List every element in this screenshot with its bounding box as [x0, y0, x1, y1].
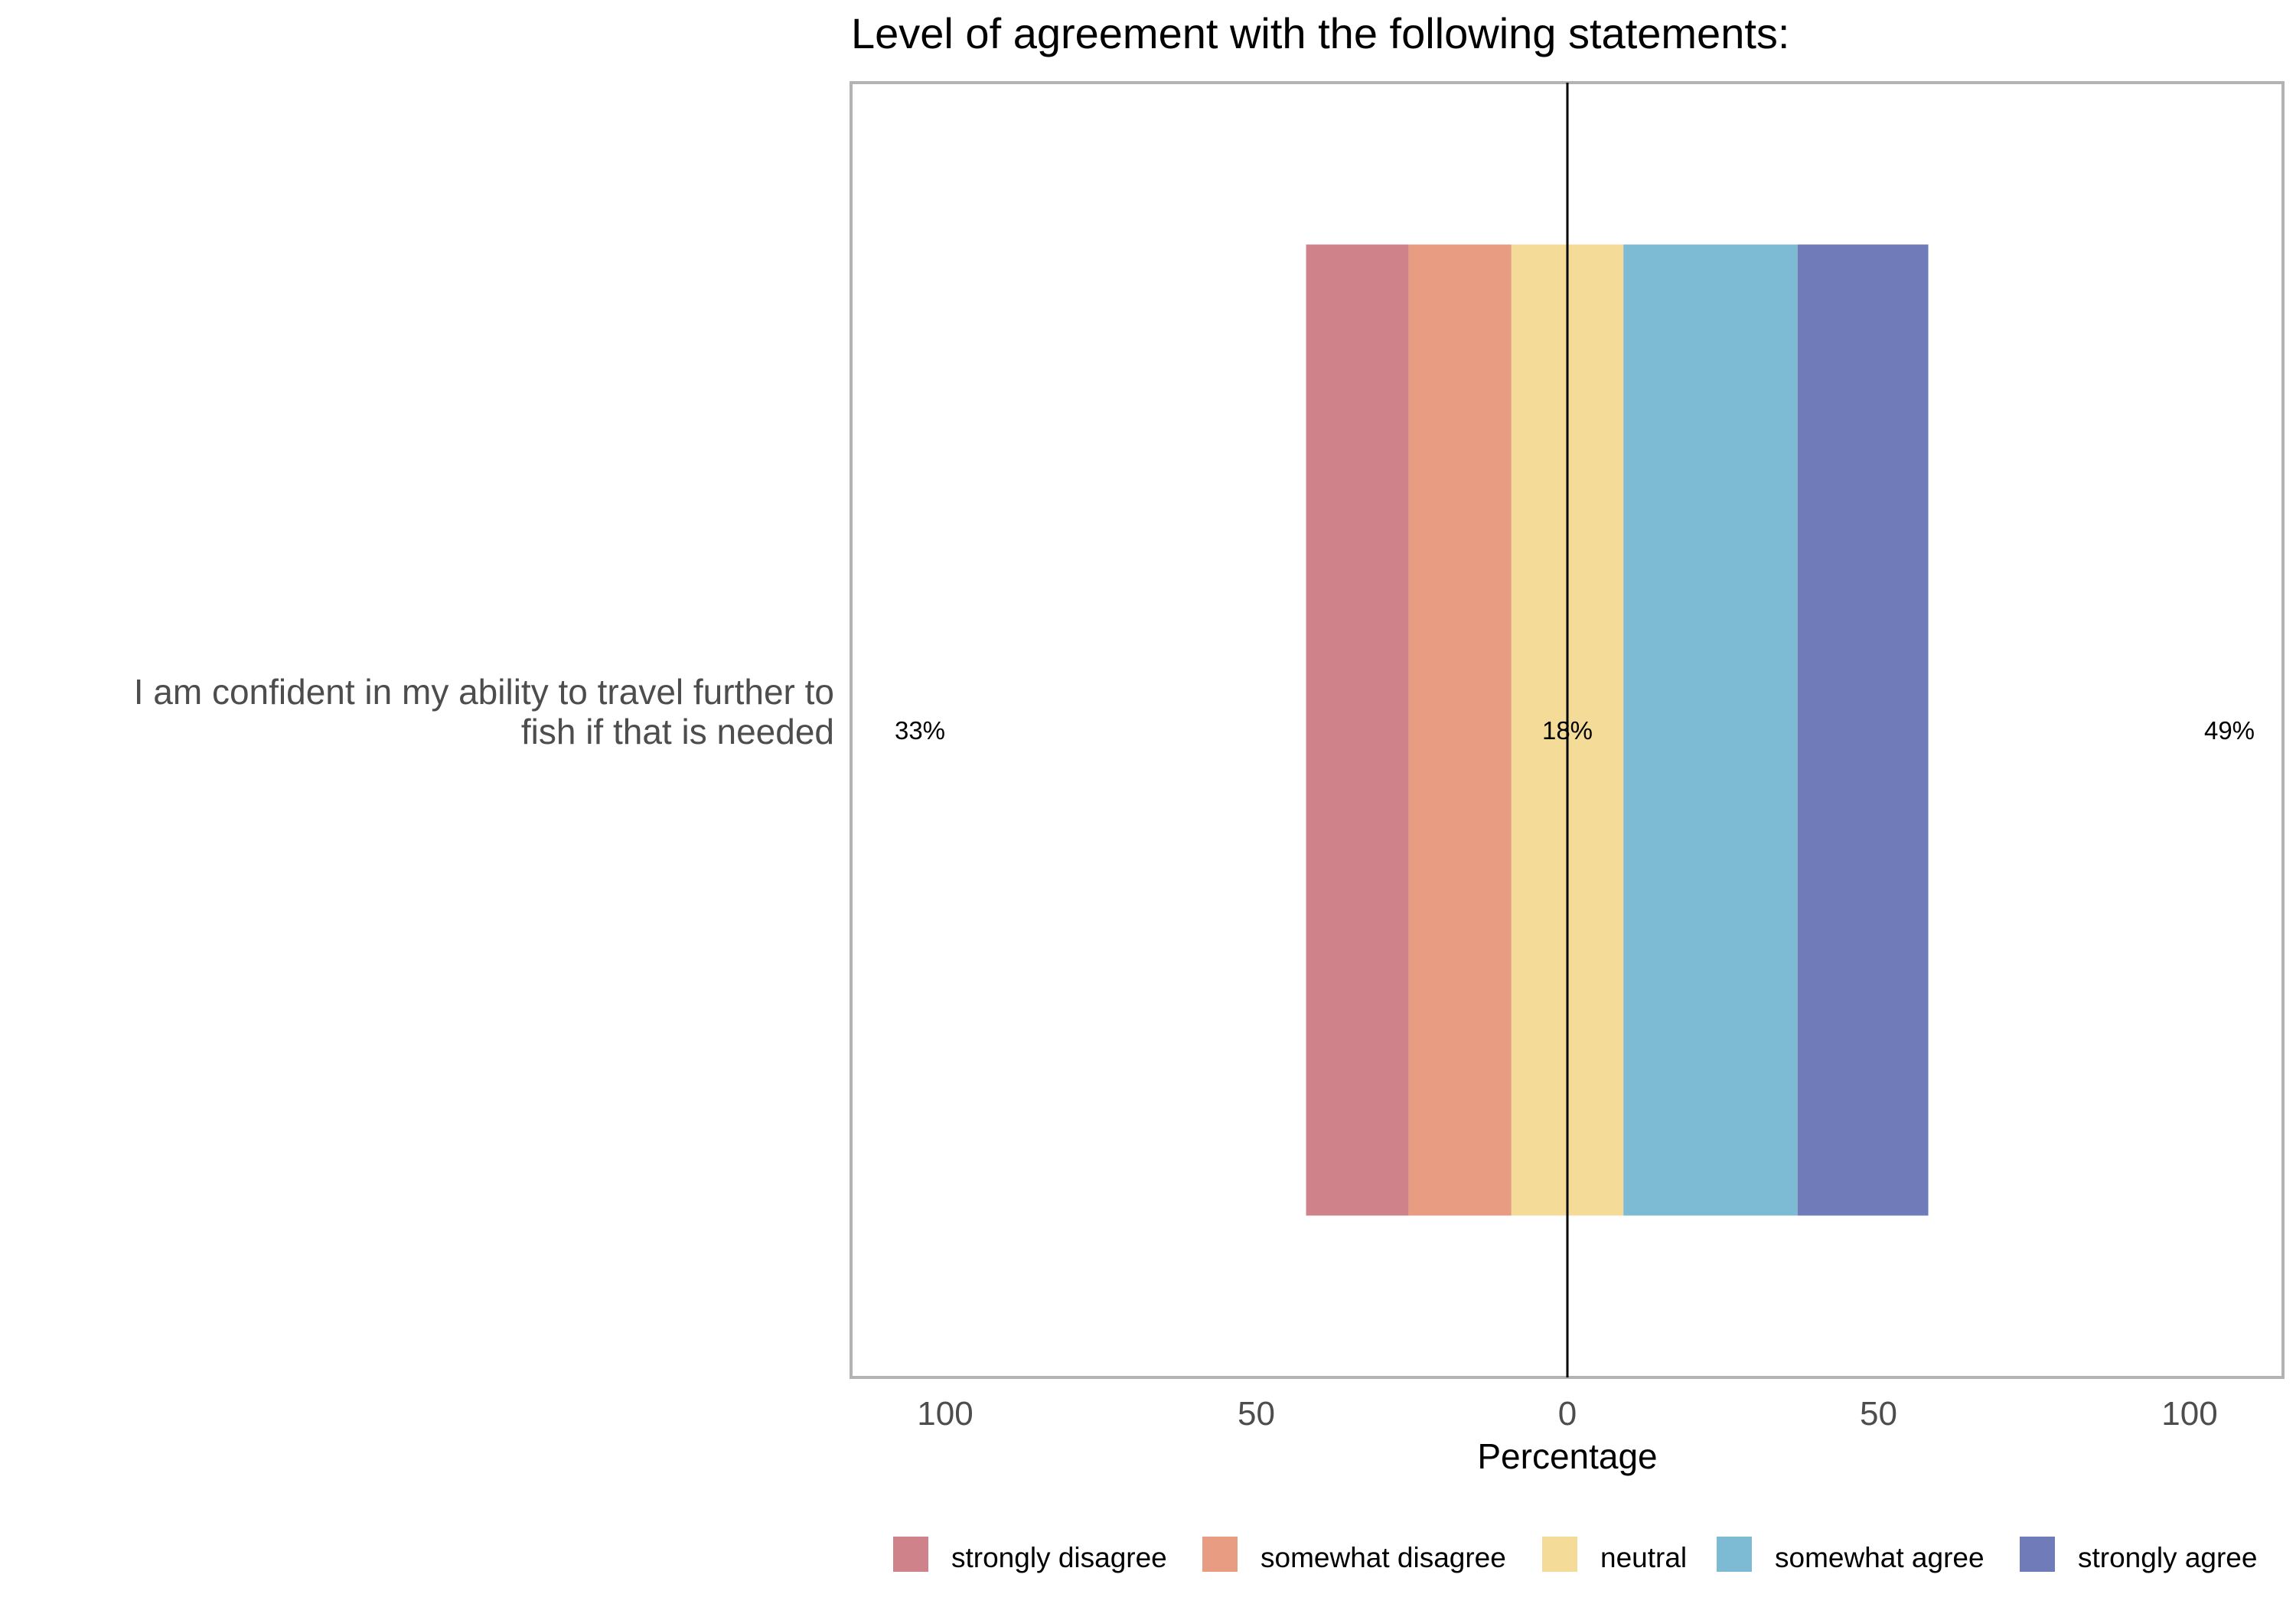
legend-key-strongly-agree	[2020, 1537, 2055, 1572]
x-axis-title: Percentage	[1477, 1436, 1657, 1476]
x-tick-label: 50	[1860, 1395, 1897, 1433]
legend-key-somewhat-disagree	[1202, 1537, 1238, 1572]
x-tick-label: 100	[2161, 1395, 2217, 1433]
bar-segment-somewhat-agree	[1623, 244, 1798, 1216]
neutral-percentage-label: 18%	[1542, 716, 1593, 745]
legend-key-strongly-disagree	[893, 1537, 928, 1572]
agree-percentage-label: 49%	[2204, 716, 2255, 745]
x-tick-label: 50	[1238, 1395, 1275, 1433]
bar-segment-strongly-agree	[1797, 244, 1929, 1216]
legend-label-strongly-agree: strongly agree	[2078, 1542, 2257, 1573]
chart-title: Level of agreement with the following st…	[851, 9, 1789, 57]
legend-label-neutral: neutral	[1600, 1542, 1687, 1573]
bar-segment-somewhat-disagree	[1408, 244, 1512, 1216]
legend: strongly disagree somewhat disagree neutra…	[893, 1537, 2257, 1573]
category-label: I am confident in my ability to travel f…	[134, 672, 834, 751]
legend-label-somewhat-agree: somewhat agree	[1775, 1542, 1985, 1573]
bars-layer	[1306, 244, 1929, 1216]
legend-label-somewhat-disagree: somewhat disagree	[1261, 1542, 1506, 1573]
disagree-percentage-label: 33%	[895, 716, 945, 745]
bar-segment-strongly-disagree	[1306, 244, 1409, 1216]
x-tick-label: 0	[1558, 1395, 1577, 1433]
category-labels: I am confident in my ability to travel f…	[134, 672, 834, 751]
percentage-labels: 33% 18% 49%	[895, 716, 2255, 745]
legend-label-strongly-disagree: strongly disagree	[951, 1542, 1167, 1573]
x-axis-ticks: 100 50 0 50 100	[917, 1395, 2217, 1433]
x-tick-label: 100	[917, 1395, 973, 1433]
legend-key-neutral	[1542, 1537, 1577, 1572]
legend-key-somewhat-agree	[1717, 1537, 1752, 1572]
